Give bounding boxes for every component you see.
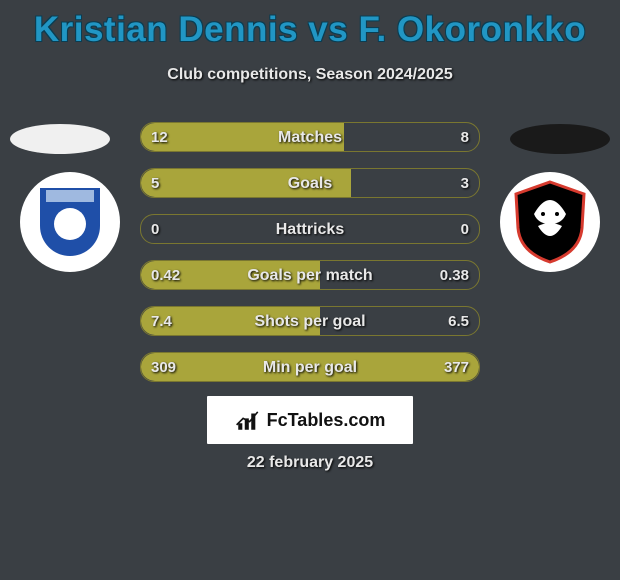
stat-label: Matches: [141, 123, 479, 152]
headline: Kristian Dennis vs F. Okoronkko: [0, 0, 620, 50]
club-crest-right-icon: [510, 180, 590, 264]
subtitle: Club competitions, Season 2024/2025: [0, 66, 620, 84]
stat-label: Shots per goal: [141, 307, 479, 336]
stat-label: Goals: [141, 169, 479, 198]
stat-row: 0.420.38Goals per match: [140, 260, 480, 290]
player-left-shadow: [10, 124, 110, 154]
stat-label: Goals per match: [141, 261, 479, 290]
stat-label: Hattricks: [141, 215, 479, 244]
infographic-root: Kristian Dennis vs F. Okoronkko Club com…: [0, 0, 620, 580]
stat-bars: 128Matches 53Goals 00Hattricks 0.420.38Goal…: [140, 122, 480, 398]
stat-row: 309377Min per goal: [140, 352, 480, 382]
club-badge-right: [500, 172, 600, 272]
player-right-shadow: [510, 124, 610, 154]
club-badge-left: [20, 172, 120, 272]
stat-label: Min per goal: [141, 353, 479, 382]
stat-row: 7.46.5Shots per goal: [140, 306, 480, 336]
stat-row: 00Hattricks: [140, 214, 480, 244]
stat-row: 128Matches: [140, 122, 480, 152]
branding-text: FcTables.com: [267, 410, 386, 431]
club-crest-left-icon: [40, 188, 100, 256]
footer-date: 22 february 2025: [0, 454, 620, 472]
branding-logo-icon: [235, 407, 261, 433]
branding-box: FcTables.com: [207, 396, 413, 444]
stat-row: 53Goals: [140, 168, 480, 198]
